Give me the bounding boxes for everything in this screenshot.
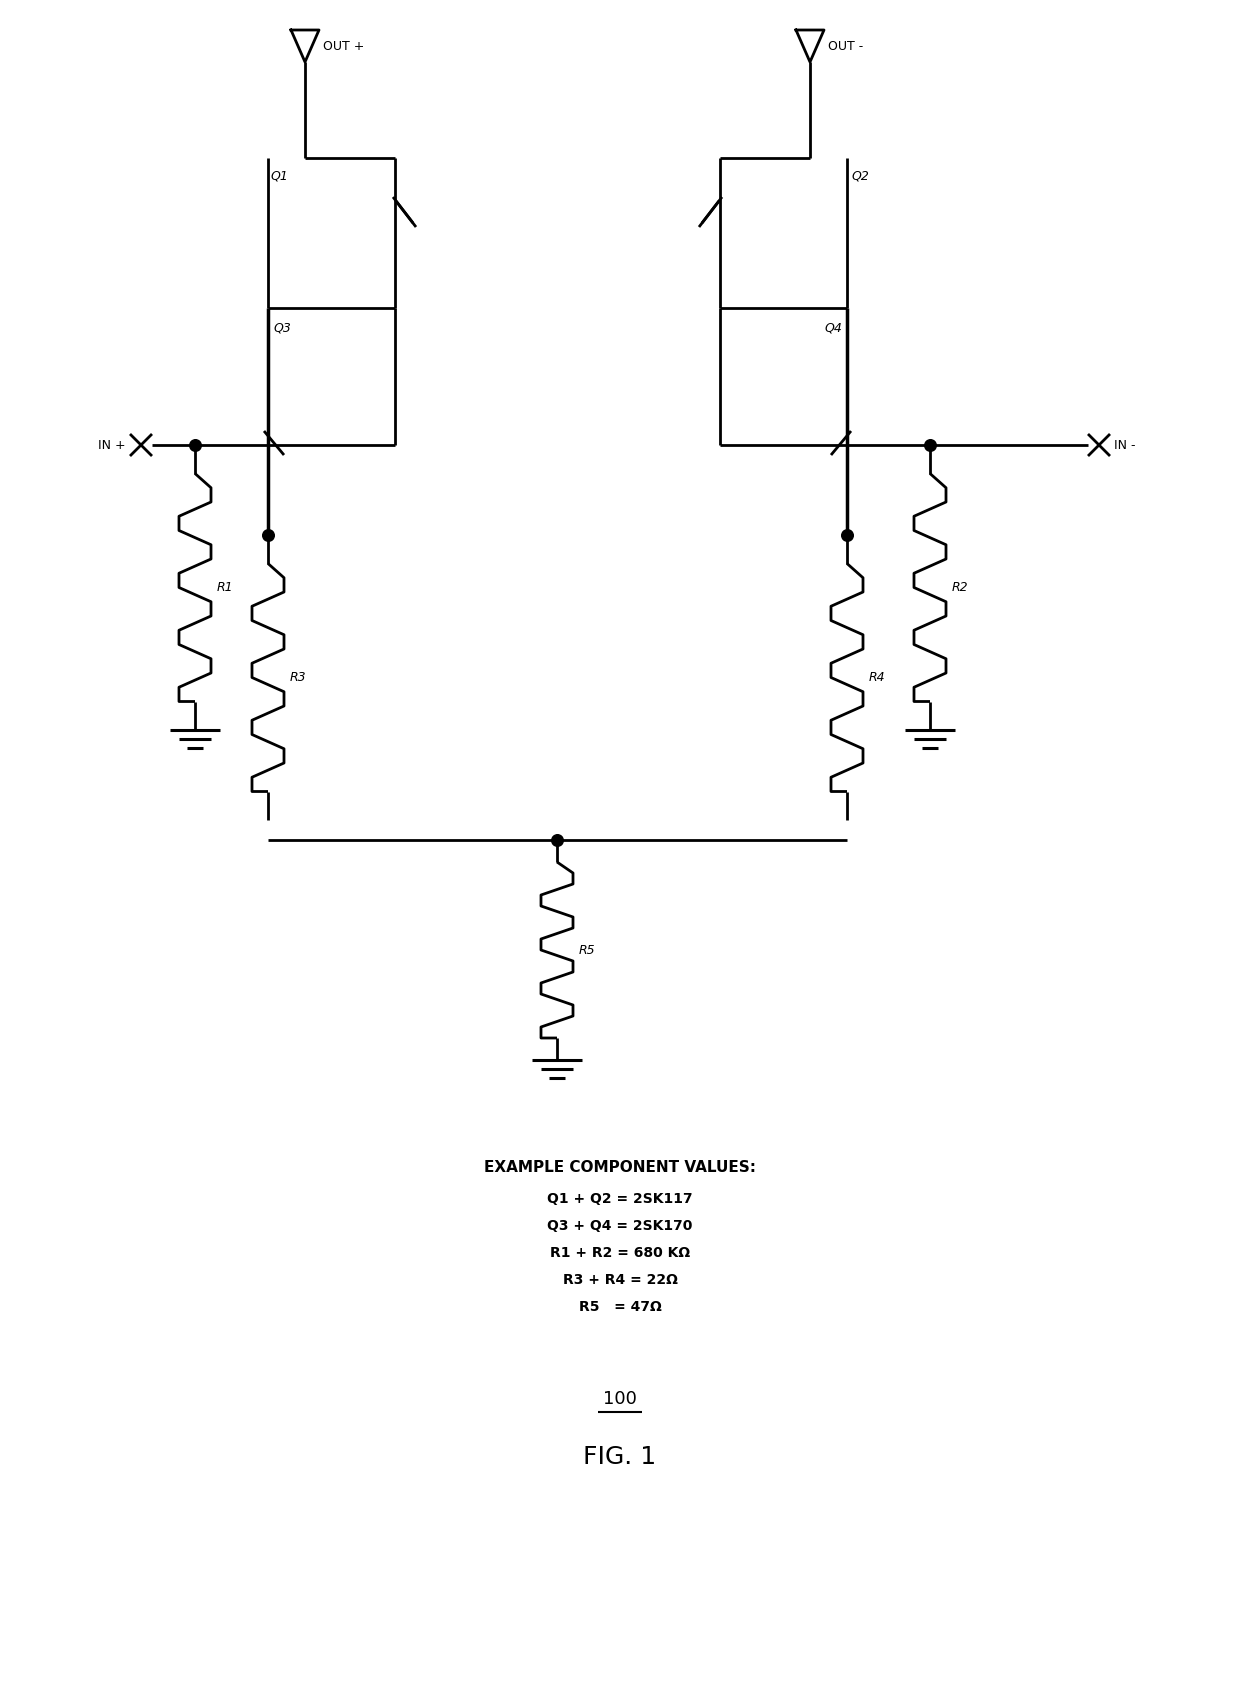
Text: EXAMPLE COMPONENT VALUES:: EXAMPLE COMPONENT VALUES: [484,1160,756,1175]
Text: 100: 100 [603,1391,637,1408]
Text: FIG. 1: FIG. 1 [584,1445,656,1469]
Text: OUT -: OUT - [828,39,863,53]
Text: R3 + R4 = 22Ω: R3 + R4 = 22Ω [563,1274,677,1287]
Text: R5   = 47Ω: R5 = 47Ω [579,1301,661,1314]
Text: R1: R1 [217,581,233,594]
Text: OUT +: OUT + [322,39,365,53]
Point [185,431,205,458]
Text: Q4: Q4 [825,321,842,335]
Point [837,521,857,548]
Text: R5: R5 [579,944,595,956]
Text: R4: R4 [869,671,885,684]
Point [547,827,567,854]
Text: IN +: IN + [98,438,126,452]
Text: R2: R2 [952,581,968,594]
Point [258,521,278,548]
Text: Q3: Q3 [273,321,291,335]
Text: Q2: Q2 [851,170,869,182]
Text: IN -: IN - [1114,438,1136,452]
Point [920,431,940,458]
Text: R1 + R2 = 680 KΩ: R1 + R2 = 680 KΩ [549,1246,691,1260]
Text: R3: R3 [290,671,306,684]
Text: Q1: Q1 [270,170,288,182]
Text: Q1 + Q2 = 2SK117: Q1 + Q2 = 2SK117 [547,1192,693,1206]
Text: Q3 + Q4 = 2SK170: Q3 + Q4 = 2SK170 [547,1219,693,1233]
